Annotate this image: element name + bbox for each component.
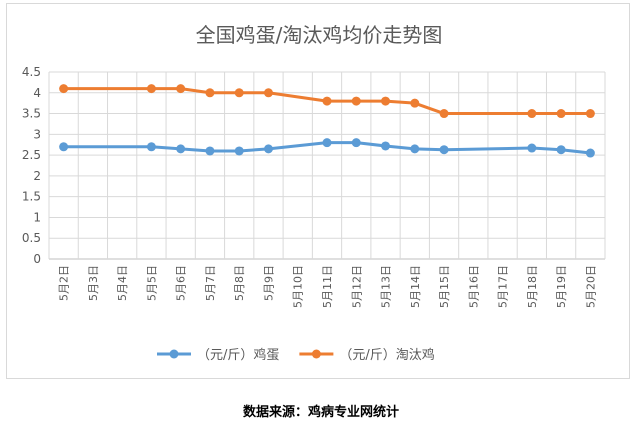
x-tick-label: 5月4日 [116, 265, 129, 301]
x-tick-label: 5月19日 [555, 265, 568, 308]
y-tick-label: 4.5 [22, 65, 41, 79]
y-tick-label: 2.5 [22, 148, 41, 162]
x-tick-label: 5月10日 [292, 265, 305, 308]
data-point [556, 145, 566, 155]
y-tick-label: 1.5 [22, 190, 41, 204]
x-tick-label: 5月14日 [409, 265, 422, 308]
data-point [585, 148, 595, 158]
x-axis-ticks: 5月2日 5月3日 5月4日 5月5日 5月6日 5月7日 5月8日 5月9日 5月10日 5月1… [58, 265, 598, 308]
data-point [59, 84, 69, 94]
data-point [205, 146, 215, 156]
x-tick-label: 5月8日 [233, 265, 246, 301]
legend: （元/斤）鸡蛋 （元/斤）淘汰鸡 [157, 347, 435, 363]
data-point [439, 145, 449, 155]
data-point [146, 142, 156, 152]
legend-label: （元/斤）鸡蛋 [197, 347, 279, 363]
gridlines [48, 71, 606, 260]
data-point [59, 142, 69, 152]
data-point [381, 96, 391, 106]
series-lines [59, 84, 595, 158]
legend-marker [169, 349, 179, 359]
x-tick-label: 5月13日 [380, 265, 393, 308]
data-point [176, 84, 186, 94]
y-tick-label: 1 [33, 210, 41, 224]
data-point [234, 146, 244, 156]
series-line-1 [63, 87, 591, 116]
chart-frame: 全国鸡蛋/淘汰鸡均价走势图 0 0.5 1 1.5 2 2.5 3 3.5 4 4.5 5月2日 5… [6, 3, 630, 379]
chart-title: 全国鸡蛋/淘汰鸡均价走势图 [196, 23, 443, 47]
x-tick-label: 5月5日 [145, 265, 158, 301]
x-tick-label: 5月9日 [262, 265, 275, 301]
data-point [527, 109, 537, 119]
x-tick-label: 5月16日 [467, 265, 480, 308]
data-point [527, 143, 537, 153]
data-point [263, 88, 273, 98]
x-tick-label: 5月3日 [87, 265, 100, 301]
x-tick-label: 5月12日 [350, 265, 363, 308]
x-tick-label: 5月2日 [58, 265, 71, 301]
y-axis-ticks: 0 0.5 1 1.5 2 2.5 3 3.5 4 4.5 [22, 65, 41, 266]
y-tick-label: 0.5 [22, 231, 41, 245]
legend-marker [311, 349, 321, 359]
x-tick-label: 5月11日 [321, 265, 334, 308]
x-tick-label: 5月17日 [497, 265, 510, 308]
data-point [556, 109, 566, 119]
data-point [234, 88, 244, 98]
data-point [322, 96, 332, 106]
data-point [439, 109, 449, 119]
data-point [410, 98, 420, 108]
data-point [351, 138, 361, 148]
legend-label: （元/斤）淘汰鸡 [339, 347, 434, 363]
data-point [381, 141, 391, 151]
y-tick-label: 4 [33, 86, 41, 100]
data-point [351, 96, 361, 106]
data-point [205, 88, 215, 98]
data-point [176, 144, 186, 154]
data-point [410, 144, 420, 154]
data-point [263, 144, 273, 154]
y-tick-label: 2 [33, 169, 41, 183]
data-point [146, 84, 156, 94]
x-tick-label: 5月18日 [526, 265, 539, 308]
x-tick-label: 5月20日 [584, 265, 597, 308]
x-tick-label: 5月7日 [204, 265, 217, 301]
x-tick-label: 5月6日 [175, 265, 188, 301]
y-tick-label: 3.5 [22, 107, 41, 121]
line-chart: 全国鸡蛋/淘汰鸡均价走势图 00.511.522.533.544.5 5月2日 5… [22, 23, 606, 363]
x-tick-label: 5月15日 [438, 265, 451, 308]
source-note: 数据来源：鸡病专业网统计 [242, 405, 399, 420]
y-tick-label: 0 [33, 252, 41, 266]
data-point [322, 138, 332, 148]
data-point [585, 109, 595, 119]
series-line-0 [63, 141, 591, 155]
y-tick-label: 3 [33, 127, 41, 141]
